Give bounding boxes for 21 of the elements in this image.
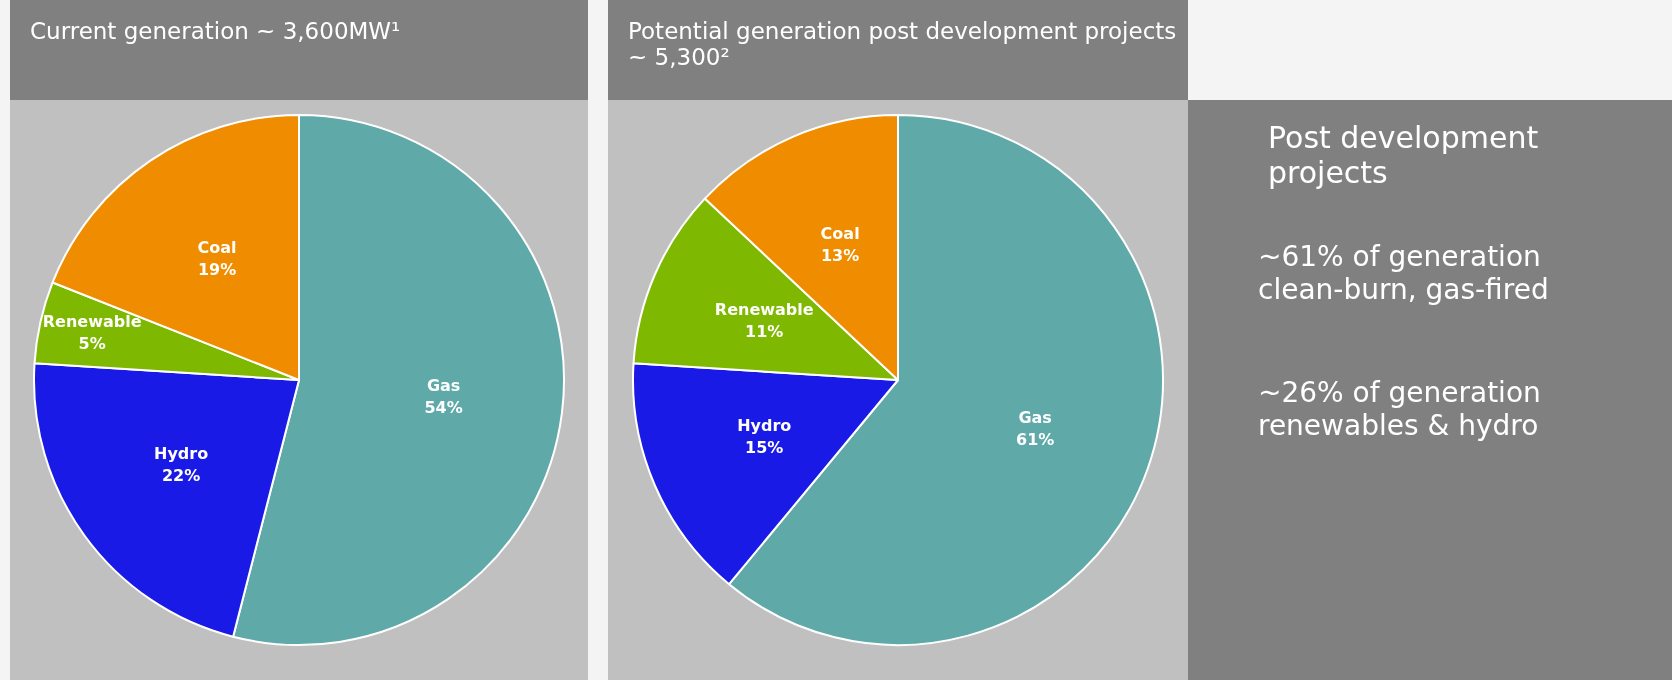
slice-label: Renewable [42,311,142,331]
chart-title: Current generation ~ 3,600MW¹ [10,0,588,100]
slice-label: Renewable [714,300,814,320]
slice-label: Coal [197,237,237,257]
chart-title: Potential generation post development projects ~ 5,300² [608,0,1188,100]
text: Post development projects [1267,119,1540,190]
slice-label: Hydro [154,443,209,463]
data-label: 61% [1015,429,1055,449]
slice-label: Coal [820,224,860,244]
data-label: 13% [820,246,860,266]
slice-label: Gas [426,376,461,396]
data-label: 5% [78,333,106,353]
text: ~61% of generation clean-burn, gas-fired [1257,239,1550,306]
text: ~26% of generation renewables & hydro [1257,375,1542,442]
data-label: 54% [424,398,463,418]
slice-label: Gas [1018,407,1052,427]
data-label: 19% [197,259,237,279]
slice-label: Hydro [737,416,792,436]
data-label: 11% [745,322,784,342]
data-label: 22% [161,465,201,485]
data-label: 15% [745,438,784,458]
